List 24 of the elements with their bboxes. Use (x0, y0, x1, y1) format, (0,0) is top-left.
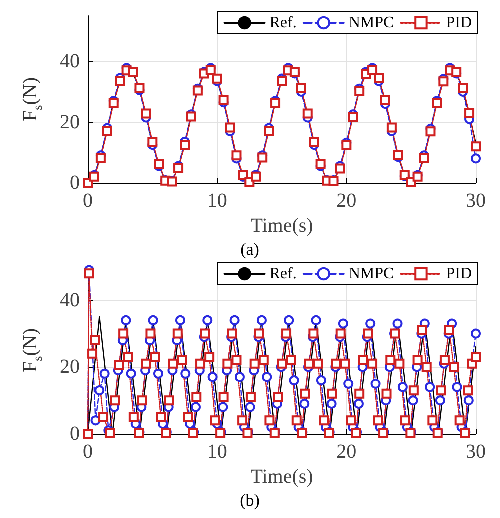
x-tick-label: 30 (466, 441, 486, 463)
y-axis-title: Fs(N) (20, 78, 45, 122)
legend-label: NMPC (348, 266, 394, 282)
legend-label: Ref. (270, 266, 297, 282)
y-tick-label: 40 (60, 289, 80, 312)
y-tick-label: 0 (70, 172, 80, 194)
x-tick-label: 20 (336, 441, 357, 463)
text: (b) (240, 491, 260, 510)
x-tick-label: 20 (336, 190, 357, 212)
legend-label: NMPC (348, 14, 394, 32)
y-tick-label: 20 (60, 111, 80, 134)
x-tick-label: 30 (466, 190, 486, 212)
y-tick-label: 40 (60, 50, 80, 73)
y-tick-label: 0 (70, 423, 80, 445)
x-axis-title: Time(s) (250, 466, 314, 488)
y-tick-label: 20 (60, 356, 80, 378)
x-tick-label: 10 (207, 190, 228, 212)
x-tick-label: 10 (207, 441, 228, 463)
text: (a) (240, 240, 260, 259)
legend-label: Ref. (270, 14, 297, 32)
legend-label: PID (446, 266, 472, 282)
x-axis-title: Time(s) (250, 214, 314, 237)
legend-label: PID (446, 14, 472, 32)
y-axis-title: Fs(N) (20, 328, 45, 372)
